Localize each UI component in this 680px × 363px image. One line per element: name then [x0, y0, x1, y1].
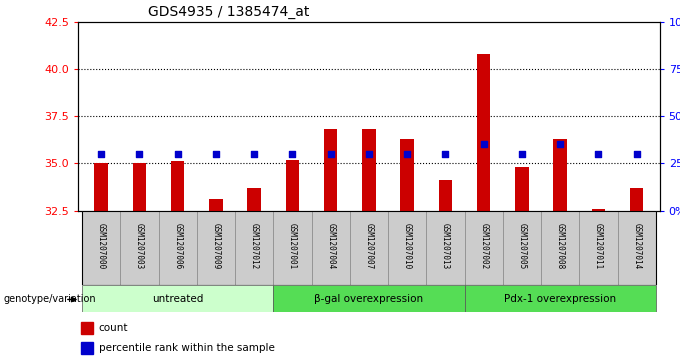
Bar — [95, 163, 108, 211]
Bar — [248, 188, 261, 211]
Text: Pdx-1 overexpression: Pdx-1 overexpression — [504, 294, 616, 303]
Bar — [362, 129, 375, 211]
Point — [249, 151, 260, 157]
Text: untreated: untreated — [152, 294, 203, 303]
Point — [210, 151, 221, 157]
Text: GSM1207013: GSM1207013 — [441, 223, 450, 269]
Text: GSM1207004: GSM1207004 — [326, 223, 335, 269]
Bar — [273, 211, 311, 285]
Bar — [82, 285, 273, 312]
Point — [325, 151, 336, 157]
Bar — [503, 211, 541, 285]
Point — [478, 142, 489, 147]
Bar — [235, 211, 273, 285]
Bar — [464, 211, 503, 285]
Bar — [82, 211, 120, 285]
Text: GSM1207003: GSM1207003 — [135, 223, 144, 269]
Point — [440, 151, 451, 157]
Point — [555, 142, 566, 147]
Bar — [541, 211, 579, 285]
Bar — [477, 54, 490, 211]
Bar — [630, 188, 643, 211]
Bar — [311, 211, 350, 285]
Bar — [617, 211, 656, 285]
Text: percentile rank within the sample: percentile rank within the sample — [99, 343, 275, 353]
Point — [172, 151, 183, 157]
Text: GSM1207014: GSM1207014 — [632, 223, 641, 269]
Bar — [515, 167, 528, 211]
Point — [593, 151, 604, 157]
Bar — [350, 211, 388, 285]
Bar — [388, 211, 426, 285]
Bar — [120, 211, 158, 285]
Text: GDS4935 / 1385474_at: GDS4935 / 1385474_at — [148, 5, 309, 19]
Point — [287, 151, 298, 157]
Point — [363, 151, 374, 157]
Bar — [158, 211, 197, 285]
Text: GSM1207012: GSM1207012 — [250, 223, 258, 269]
Bar — [579, 211, 617, 285]
Bar — [401, 139, 414, 211]
Bar — [426, 211, 464, 285]
Text: GSM1207001: GSM1207001 — [288, 223, 297, 269]
Text: GSM1207005: GSM1207005 — [517, 223, 526, 269]
Bar — [197, 211, 235, 285]
Bar — [439, 180, 452, 211]
Point — [631, 151, 642, 157]
Point — [517, 151, 528, 157]
Text: GSM1207009: GSM1207009 — [211, 223, 220, 269]
Text: count: count — [99, 323, 128, 333]
Text: GSM1207007: GSM1207007 — [364, 223, 373, 269]
Point — [402, 151, 413, 157]
Text: genotype/variation: genotype/variation — [3, 294, 96, 305]
Text: GSM1207002: GSM1207002 — [479, 223, 488, 269]
Bar — [171, 162, 184, 211]
Bar — [592, 209, 605, 211]
Bar — [464, 285, 656, 312]
Text: GSM1207010: GSM1207010 — [403, 223, 411, 269]
Text: GSM1207011: GSM1207011 — [594, 223, 603, 269]
Bar — [273, 285, 464, 312]
Text: GSM1207008: GSM1207008 — [556, 223, 564, 269]
Text: β-gal overexpression: β-gal overexpression — [314, 294, 424, 303]
Text: GSM1207000: GSM1207000 — [97, 223, 105, 269]
Bar — [324, 129, 337, 211]
Point — [134, 151, 145, 157]
Bar — [81, 342, 92, 354]
Bar — [286, 160, 299, 211]
Text: GSM1207006: GSM1207006 — [173, 223, 182, 269]
Bar — [81, 322, 92, 334]
Bar — [133, 163, 146, 211]
Bar — [554, 139, 567, 211]
Bar — [209, 199, 222, 211]
Point — [96, 151, 107, 157]
